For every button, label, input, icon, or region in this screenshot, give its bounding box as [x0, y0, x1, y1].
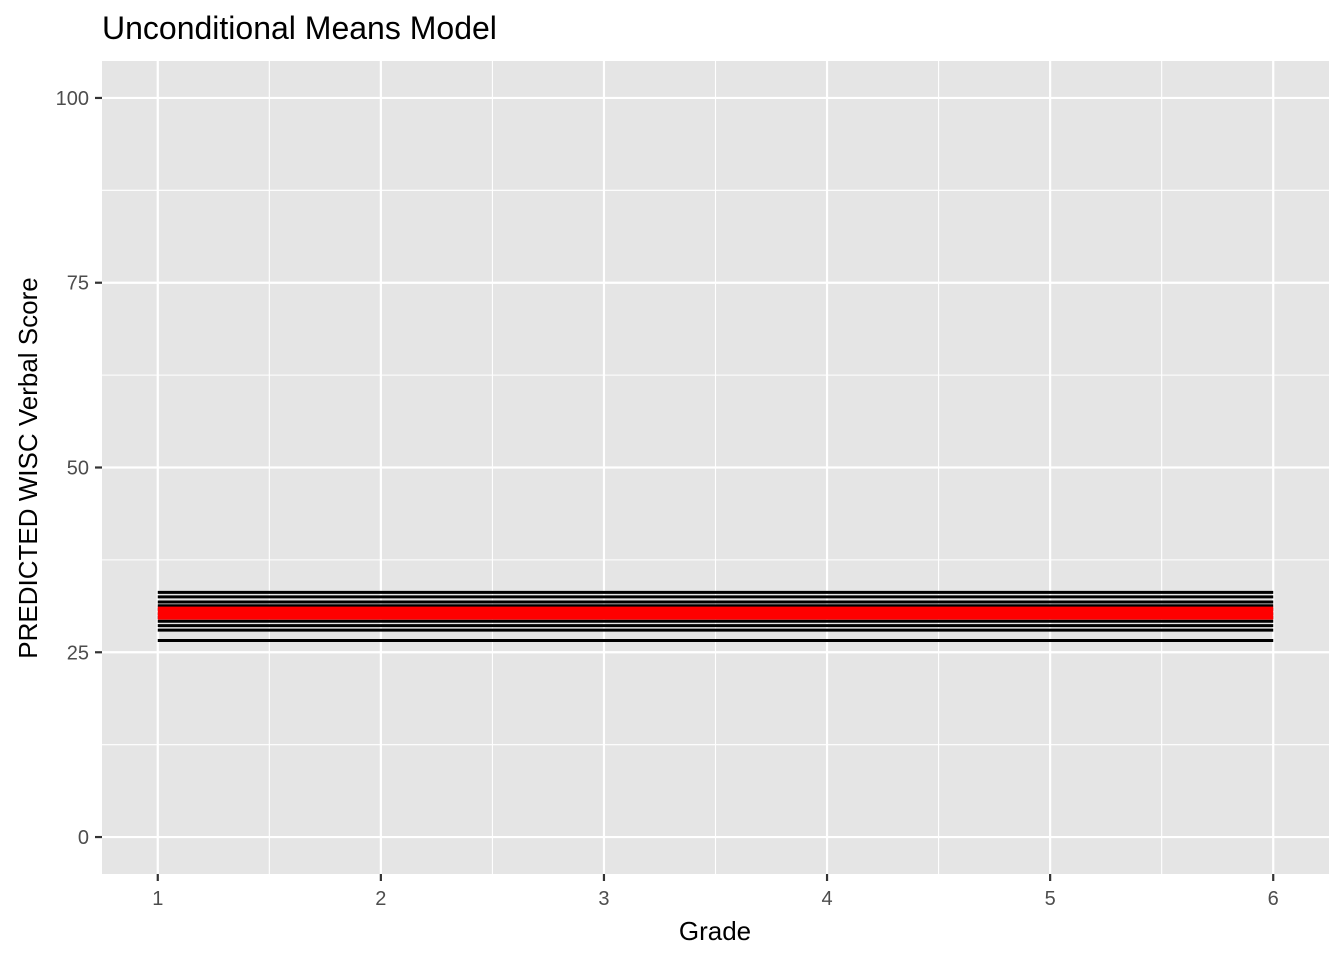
y-tick-label: 100: [56, 88, 89, 110]
y-axis-title: PREDICTED WISC Verbal Score: [13, 277, 43, 658]
y-axis: 0 25 50 75 100: [56, 88, 102, 849]
chart-title: Unconditional Means Model: [102, 10, 497, 46]
x-axis-title: Grade: [679, 916, 751, 946]
x-tick-label: 2: [375, 888, 386, 910]
y-tick-label: 75: [67, 273, 89, 295]
x-tick-label: 6: [1268, 888, 1279, 910]
x-tick-label: 5: [1045, 888, 1056, 910]
x-tick-label: 4: [821, 888, 832, 910]
y-tick-label: 25: [67, 642, 89, 664]
x-tick-label: 3: [598, 888, 609, 910]
y-tick-label: 50: [67, 458, 89, 480]
y-tick-label: 0: [78, 827, 89, 849]
major-gridlines: [102, 61, 1329, 874]
x-tick-label: 1: [152, 888, 163, 910]
x-axis: 1 2 3 4 5 6: [152, 874, 1279, 910]
